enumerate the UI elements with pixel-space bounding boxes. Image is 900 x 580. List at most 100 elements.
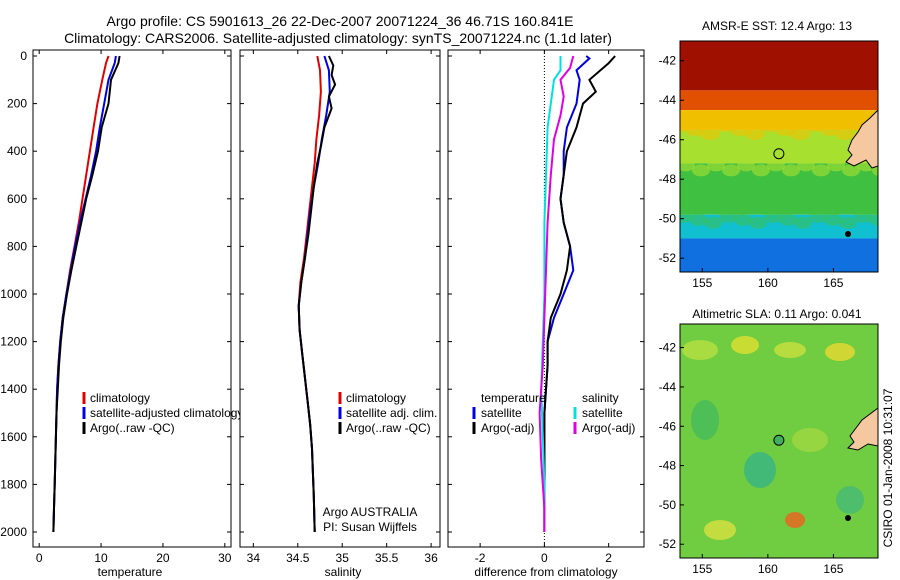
sst-texture [794,216,812,229]
legend-label-satellite: satellite-adjusted climatology [90,406,243,420]
sst-texture [827,159,845,172]
salinity-x-ticks: 34 34.5 35 35.5 36 [247,50,438,565]
legend-label-climatology: climatology [346,391,406,405]
map-x-tick-label: 155 [692,562,712,576]
sst-texture [734,213,752,226]
x-tick-label: 0 [541,551,548,565]
x-tick-label: 35 [336,551,350,565]
x-tick-label: 10 [94,551,108,565]
sst-texture [764,210,782,223]
series-line-salinity-satellite [540,56,562,532]
y-tick-label: 1000 [0,287,27,301]
sst-color-bands [680,41,878,272]
y-tick-label: 1600 [0,430,27,444]
legend-title-temperature: temperature [481,391,546,405]
sla-map-x-ticks: 155 160 165 [692,554,844,576]
difference-x-ticks: -2 0 2 [475,50,612,565]
series-line-argo-raw-qc- [52,55,121,533]
salinity-lines [297,55,337,533]
map-y-tick-label: -44 [659,93,677,107]
sla-anomaly-blob [836,486,864,514]
sla-anomaly-blob [691,400,719,440]
temperature-xlabel: temperature [98,565,163,579]
sst-texture [730,123,750,136]
sst-texture [692,164,710,177]
legend-label-sal-satellite: satellite [582,406,623,420]
salinity-axes [239,49,441,548]
sst-texture [797,159,815,172]
sst-texture [715,119,735,132]
map-y-tick-label: -42 [659,341,677,355]
sst-map-title: AMSR-E SST: 12.4 Argo: 13 [702,19,852,33]
x-tick-label: 2 [605,551,612,565]
map-x-tick-label: 155 [692,276,712,290]
y-tick-label: 800 [7,239,27,253]
sst-texture [689,213,707,226]
legend-label-sal-argo: Argo(-adj) [582,421,635,435]
map-y-tick-label: -52 [659,251,677,265]
x-tick-label: -2 [475,551,486,565]
difference-lines [538,55,616,532]
salinity-panel: 34 34.5 35 35.5 36 salinity climatology sate… [239,49,441,579]
sst-texture [680,159,695,172]
y-tick-label: 600 [7,192,27,206]
sla-anomaly-blob [704,520,736,540]
sst-texture [749,216,767,229]
sla-map-frame [679,323,879,559]
y-tick-label: 400 [7,144,27,158]
x-tick-label: 34 [247,551,261,565]
map-y-tick-label: -48 [659,459,677,473]
x-tick-label: 20 [156,551,170,565]
series-line-temperature-argo-adj- [543,55,616,532]
sla-anomaly-blob [792,428,828,452]
sst-texture [869,213,878,226]
temperature-y-ticks: 0 200 400 600 800 1000 1200 1400 1600 1800 2000 [0,49,231,539]
y-tick-label: 0 [20,49,27,63]
island-marker [845,515,851,521]
salinity-annotation-line1: Argo AUSTRALIA [323,505,418,519]
map-y-tick-label: -46 [659,133,677,147]
sst-texture [767,159,785,172]
sst-texture [722,164,740,177]
island-marker [845,231,851,237]
legend-title-salinity: salinity [582,391,619,405]
sst-texture [700,127,720,140]
y-tick-label: 200 [7,97,27,111]
sst-map-panel: AMSR-E SST: 12.4 Argo: 13 -42 -44 -46 -48 -5… [659,19,879,290]
sst-color-band [680,90,878,111]
sst-texture [790,127,810,140]
coastline-land [845,109,878,169]
legend-label-argo: Argo(..raw -QC) [346,421,431,435]
map-x-tick-label: 165 [823,276,843,290]
sst-texture [704,216,722,229]
sla-anomaly-blob [682,340,718,360]
difference-panel: -2 0 2 difference from climatology tempera… [447,49,645,579]
sst-texture [719,210,737,223]
legend-label-temp-satellite: satellite [481,406,522,420]
salinity-y-ticks [240,55,440,533]
argo-location-marker [773,434,785,446]
salinity-annotation-line2: PI: Susan Wijffels [323,520,417,534]
y-tick-label: 1400 [0,382,27,396]
sla-map-panel: Altimetric SLA: 0.11 Argo: 0.041 -42 -44 -… [659,307,879,576]
salinity-legend: climatology satellite adj. clim. Argo(..… [338,391,437,435]
sst-texture [809,210,827,223]
map-y-tick-label: -52 [659,537,677,551]
map-y-tick-label: -50 [659,212,677,226]
sst-texture [820,123,840,136]
sst-map-x-ticks: 155 160 165 [692,268,844,290]
sst-texture [745,127,765,140]
sla-anomaly-blob [785,512,805,528]
map-y-tick-label: -44 [659,380,677,394]
sst-map-frame [679,40,879,273]
temperature-x-ticks: 0 10 20 30 [36,50,232,565]
sst-texture [779,213,797,226]
sst-map-y-ticks: -42 -44 -46 -48 -50 -52 [659,54,684,265]
temperature-panel: 0 200 400 600 800 1000 1200 1400 1600 1800 2000 0 1… [0,49,243,579]
series-line-argo-raw-qc- [297,55,337,533]
map-y-tick-label: -50 [659,498,677,512]
sst-texture [835,127,855,140]
sla-map-title: Altimetric SLA: 0.11 Argo: 0.041 [692,307,862,321]
map-x-tick-label: 160 [758,562,778,576]
sla-map-y-ticks: -42 -44 -46 -48 -50 -52 [659,341,684,551]
